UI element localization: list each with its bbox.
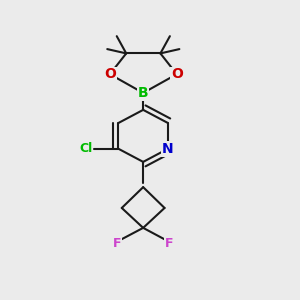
Text: F: F bbox=[164, 237, 173, 250]
Text: O: O bbox=[171, 67, 183, 81]
Text: B: B bbox=[138, 86, 148, 100]
Text: Cl: Cl bbox=[80, 142, 93, 155]
Text: O: O bbox=[104, 67, 116, 81]
Text: N: N bbox=[162, 142, 174, 156]
Text: F: F bbox=[113, 237, 122, 250]
